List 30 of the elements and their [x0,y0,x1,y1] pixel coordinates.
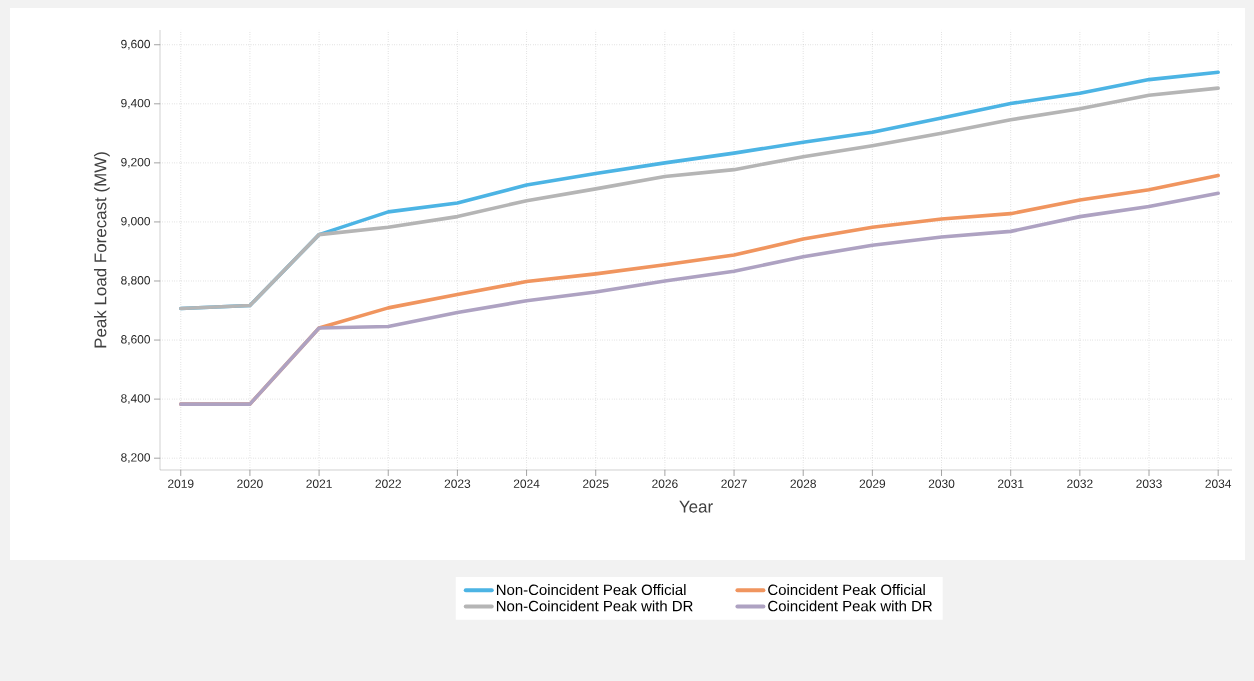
y-tick-label: 8,600 [121,335,151,345]
x-tick-label: 2026 [652,479,678,488]
y-axis-title: Peak Load Forecast (MW) [93,152,110,348]
legend-label: Non-Coincident Peak with DR [496,600,693,612]
y-tick-label: 8,400 [121,394,151,405]
x-axis-title: Year [679,500,713,513]
legend-label: Coincident Peak Official [768,584,925,596]
x-tick-label: 2024 [513,479,540,488]
x-tick-label: 2029 [859,479,886,488]
x-tick-label: 2022 [375,479,401,488]
x-tick-label: 2030 [928,479,955,488]
y-tick-label: 9,400 [121,98,151,109]
x-tick-label: 2027 [721,479,747,488]
x-tick-label: 2032 [1067,479,1093,488]
y-tick-label: 8,800 [121,276,151,286]
y-tick-label: 9,000 [121,217,151,227]
y-tick-label: 9,200 [121,157,151,168]
x-tick-label: 2033 [1136,479,1162,488]
x-tick-label: 2023 [444,479,471,488]
legend-label: Coincident Peak with DR [768,600,932,612]
y-tick-label: 8,200 [121,453,151,464]
x-tick-label: 2028 [790,479,816,488]
x-tick-label: 2020 [237,479,263,488]
x-tick-label: 2021 [306,479,332,488]
x-tick-label: 2025 [583,479,609,488]
x-tick-label: 2031 [997,479,1024,488]
x-tick-label: 2019 [168,479,194,488]
legend-label: Non-Coincident Peak Official [496,584,686,596]
x-tick-label: 2034 [1205,479,1232,488]
y-tick-label: 9,600 [121,39,151,50]
